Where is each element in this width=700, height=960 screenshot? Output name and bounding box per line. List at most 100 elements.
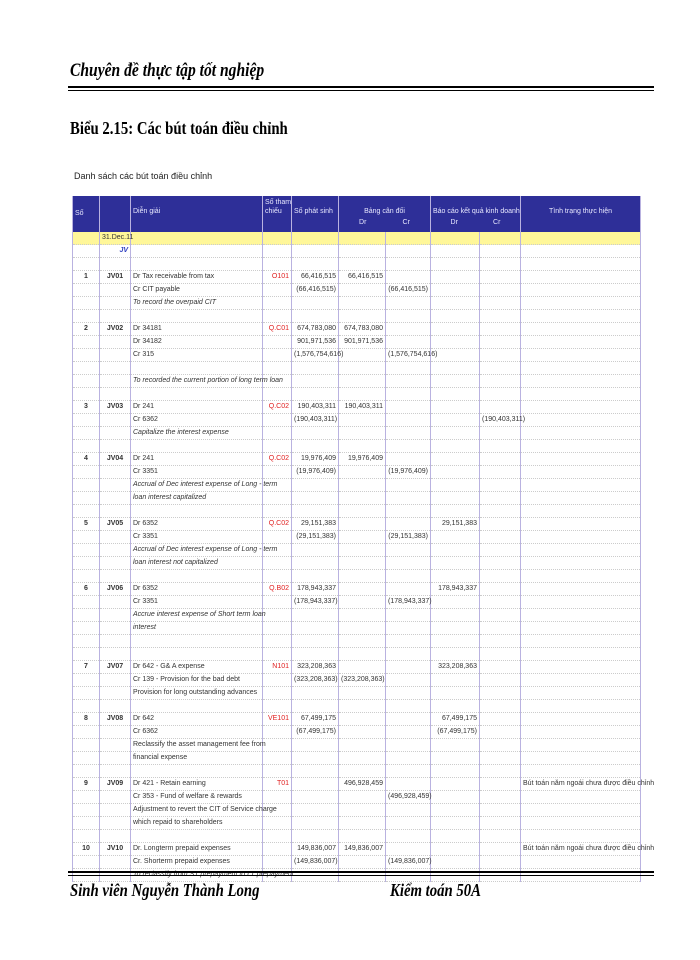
bs-dr: (323,208,363) [338, 673, 386, 687]
description: loan interest not capitalized [130, 556, 263, 570]
bs-cr [385, 413, 431, 427]
status [520, 374, 642, 388]
is-dr [430, 556, 480, 570]
cell [99, 803, 131, 817]
cell [478, 699, 522, 713]
cell [99, 816, 131, 830]
cell [72, 335, 100, 349]
description: Dr 6352 [130, 582, 263, 596]
cell [99, 725, 131, 739]
bs-cr [385, 673, 431, 687]
status [520, 491, 642, 505]
cell [430, 439, 480, 453]
cell [430, 699, 480, 713]
cell [262, 309, 292, 323]
status [520, 556, 642, 570]
is-cr [478, 608, 522, 622]
cell [262, 764, 292, 778]
bs-dr [338, 738, 386, 752]
cell [338, 309, 386, 323]
bs-cr [385, 322, 431, 336]
description: Cr 3351 [130, 595, 263, 609]
is-dr [430, 608, 480, 622]
is-dr [430, 400, 480, 414]
cell [262, 699, 292, 713]
entry-number: 4 [72, 452, 100, 466]
is-dr [430, 452, 480, 466]
is-cr [478, 530, 522, 544]
description: Dr 421 - Retain earning [130, 777, 263, 791]
amount [291, 621, 339, 635]
is-cr [478, 660, 522, 674]
description: Dr 34181 [130, 322, 263, 336]
cell [262, 296, 292, 310]
is-dr [430, 855, 480, 869]
is-dr [430, 816, 480, 830]
cell [72, 725, 100, 739]
description [130, 361, 263, 375]
cell [430, 634, 480, 648]
cell [99, 335, 131, 349]
table-row: Cr 3351 (19,976,409) (19,976,409) [72, 465, 642, 479]
cell [478, 829, 522, 843]
cell [262, 738, 292, 752]
jv-code: JV08 [99, 712, 131, 726]
is-dr [430, 283, 480, 297]
cell [291, 244, 339, 258]
amount: (29,151,383) [291, 530, 339, 544]
table-row: loan interest capitalized [72, 491, 642, 505]
cell [478, 257, 522, 271]
cell [291, 634, 339, 648]
status [520, 582, 642, 596]
cell [130, 309, 263, 323]
is-dr [430, 751, 480, 765]
table-row [72, 257, 642, 271]
cell [262, 504, 292, 518]
bs-cr [385, 777, 431, 791]
table-row: financial expense [72, 751, 642, 765]
table-row: 5 JV05 Dr 6352 Q.C02 29,151,383 29,151,383 [72, 517, 642, 531]
jv-code: JV05 [99, 517, 131, 531]
col-so-tham-chieu: Số tham chiếu [262, 196, 292, 232]
amount: 178,943,337 [291, 582, 339, 596]
description: Dr 241 [130, 400, 263, 414]
cell [520, 309, 642, 323]
is-cr [478, 842, 522, 856]
cell [72, 699, 100, 713]
is-cr [478, 712, 522, 726]
bs-cr: (496,928,459) [385, 790, 432, 804]
cell [99, 465, 131, 479]
jv-code: JV02 [99, 322, 131, 336]
table-row [72, 829, 642, 843]
doc-title: Biểu 2.15: Các bút toán điều chỉnh [70, 118, 288, 138]
is-cr [478, 803, 522, 817]
cell [520, 439, 642, 453]
bs-cr [385, 335, 431, 349]
cell [262, 595, 292, 609]
bs-dr [338, 582, 386, 596]
amount: 190,403,311 [291, 400, 339, 414]
is-cr [478, 790, 522, 804]
cell [72, 465, 100, 479]
jv-code: JV09 [99, 777, 131, 791]
cell [99, 556, 131, 570]
is-cr [478, 361, 522, 375]
cell [262, 439, 292, 453]
table-row: Cr 6362 (190,403,311) (190,403,311) [72, 413, 642, 427]
bs-cr [385, 660, 431, 674]
cell [130, 764, 263, 778]
is-dr: (67,499,175) [430, 725, 480, 739]
header-rule-thin [68, 90, 654, 91]
amount: 674,783,080 [291, 322, 339, 336]
cell [99, 374, 131, 388]
cell [338, 829, 386, 843]
amount: 901,971,536 [291, 335, 339, 349]
is-cr [478, 543, 522, 557]
cell [385, 829, 431, 843]
status [520, 270, 642, 284]
cell [291, 699, 339, 713]
table-row: Accrual of Dec interest expense of Long … [72, 543, 642, 557]
bs-cr [385, 543, 431, 557]
cell [338, 387, 386, 401]
cell [72, 348, 100, 362]
